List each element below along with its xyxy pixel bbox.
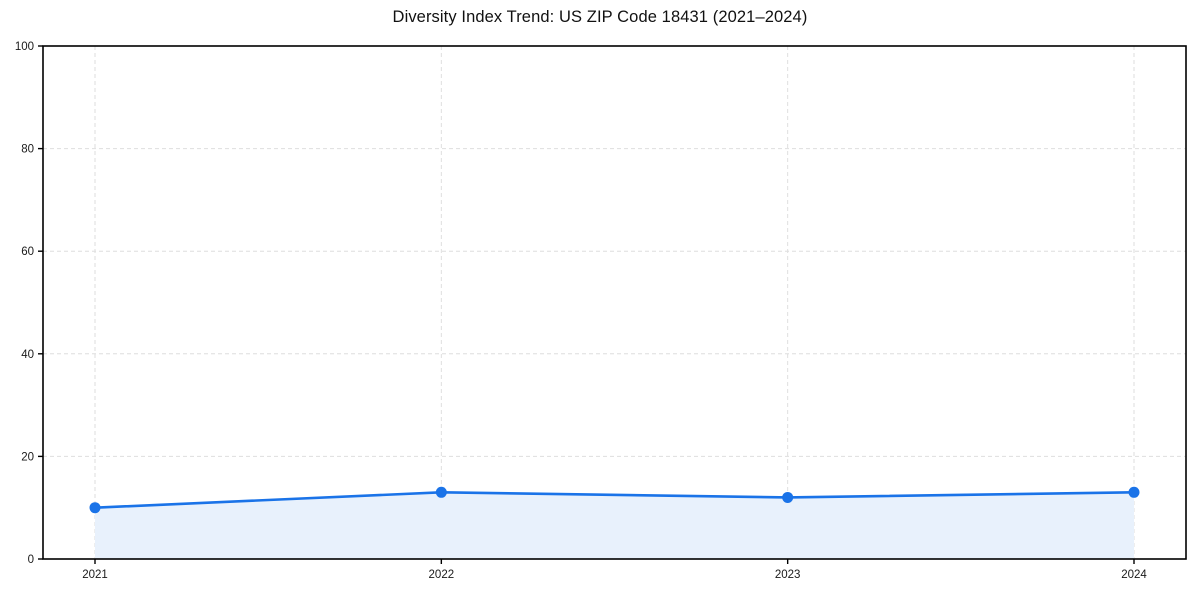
x-tick-label: 2022: [429, 569, 455, 581]
y-tick-label: 80: [21, 144, 34, 156]
area-fill: [95, 492, 1134, 559]
y-tick-label: 100: [15, 41, 34, 53]
data-point-2023: [782, 491, 794, 503]
data-point-2024: [1128, 486, 1140, 498]
data-point-2022: [435, 486, 447, 498]
plot-border: [42, 45, 1187, 560]
data-point-2021: [89, 502, 101, 514]
y-tick-label: 60: [21, 246, 34, 258]
y-tick-label: 20: [21, 451, 34, 463]
trend-line: [93, 491, 1136, 509]
x-tick-label: 2023: [775, 569, 801, 581]
x-tick-label: 2021: [82, 569, 108, 581]
x-tick-label: 2024: [1121, 569, 1147, 581]
y-tick-label: 40: [21, 349, 34, 361]
chart-title: Diversity Index Trend: US ZIP Code 18431…: [392, 8, 808, 26]
y-tick-label: 0: [28, 554, 34, 566]
